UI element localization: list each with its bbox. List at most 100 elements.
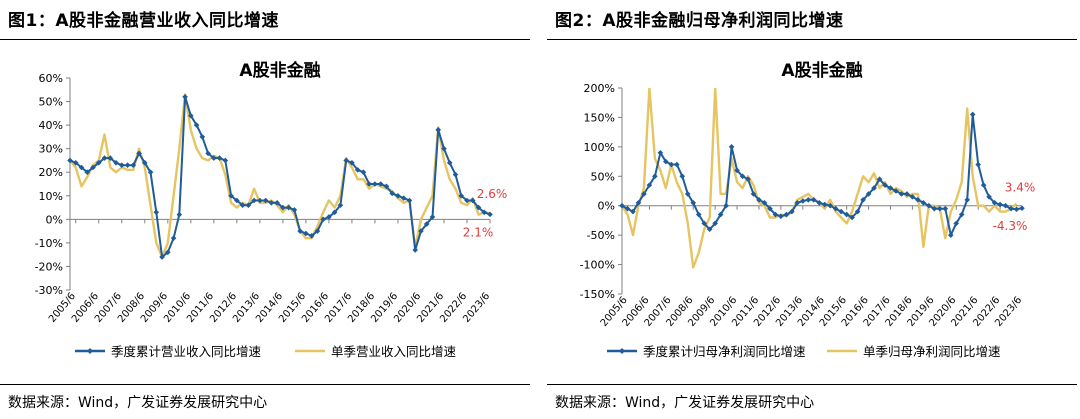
data-point (947, 232, 954, 238)
title-rule (0, 39, 530, 40)
value-annotation: -4.3% (993, 219, 1028, 233)
data-point (745, 176, 751, 183)
data-point (170, 235, 177, 241)
data-point (816, 199, 823, 206)
data-point (800, 198, 806, 204)
data-point (354, 167, 361, 173)
value-annotation: 3.4% (1005, 181, 1036, 195)
data-point (389, 190, 395, 197)
data-point (176, 211, 183, 218)
data-point (291, 207, 298, 213)
data-point (641, 191, 647, 197)
data-point (991, 199, 998, 206)
data-point (245, 202, 252, 208)
data-point (997, 201, 1003, 208)
chart-title: A股非金融 (239, 60, 320, 81)
data-point (832, 205, 839, 212)
legend-label: 单季营业收入同比增速 (331, 344, 457, 359)
value-annotation: 2.1% (463, 225, 494, 239)
y-tick-label: -30% (35, 284, 63, 297)
y-tick-label: 100% (584, 141, 615, 154)
y-tick-label: 0% (46, 213, 63, 226)
data-point (400, 195, 407, 201)
y-tick-label: -20% (35, 260, 63, 273)
data-point (481, 209, 488, 216)
data-point (118, 162, 125, 168)
y-tick-label: 40% (39, 119, 63, 132)
data-point (222, 157, 229, 164)
data-point (810, 197, 817, 203)
title-rule (547, 39, 1077, 40)
data-point (783, 211, 790, 218)
data-point (871, 185, 877, 191)
data-point (860, 197, 866, 203)
data-point (153, 209, 160, 216)
data-point (469, 197, 476, 204)
chart-title: A股非金融 (781, 60, 862, 81)
revenue-growth-chart: A股非金融-30%-20%-10%0%10%20%30%40%50%60%200… (35, 60, 508, 359)
data-point (865, 191, 872, 197)
y-tick-label: 0% (598, 200, 615, 213)
data-point (657, 149, 664, 156)
data-point (464, 197, 470, 204)
y-tick-label: -150% (580, 288, 615, 301)
data-point (778, 213, 784, 220)
data-point (728, 144, 735, 150)
data-point (205, 150, 211, 157)
data-point (303, 230, 309, 237)
y-tick-label: 50% (591, 170, 615, 183)
data-point (646, 182, 653, 188)
data-point (964, 197, 971, 203)
data-point (84, 169, 91, 176)
value-annotation: 2.6% (477, 187, 508, 201)
data-point (827, 202, 834, 209)
figure-panel-revenue: 图1：A股非金融营业收入同比增速 A股非金融 -30% -20% -10% 0% 10% 2… (0, 0, 530, 419)
data-point (308, 233, 315, 239)
data-point (876, 176, 883, 183)
y-tick-label: 20% (39, 166, 63, 179)
legend-label: 季度累计营业收入同比增速 (111, 344, 262, 359)
data-point (942, 205, 949, 212)
legend-marker (619, 348, 625, 354)
data-point (794, 199, 801, 206)
data-point (893, 188, 899, 194)
data-point (904, 191, 910, 197)
data-point (297, 228, 303, 234)
data-point (188, 112, 194, 119)
legend-marker (87, 348, 93, 354)
data-point (360, 169, 367, 176)
data-point (624, 205, 631, 212)
y-tick-label: 150% (584, 111, 615, 124)
data-point (1013, 206, 1020, 213)
data-point (136, 150, 142, 157)
data-point (805, 197, 812, 203)
data-point (920, 199, 927, 206)
data-point (690, 199, 697, 206)
y-tick-label: 10% (39, 190, 63, 203)
data-point (986, 194, 992, 200)
data-point (285, 204, 292, 211)
data-point (663, 158, 669, 165)
data-point (630, 208, 636, 215)
y-tick-label: 60% (39, 72, 63, 85)
data-point (789, 208, 795, 215)
data-point (882, 182, 888, 188)
y-tick-label: -10% (35, 237, 63, 250)
data-point (90, 164, 96, 171)
source-rule (0, 384, 530, 385)
figure-title: 图1：A股非金融营业收入同比增速 (8, 11, 279, 31)
data-point (723, 202, 729, 209)
data-point (712, 220, 718, 227)
data-point (395, 192, 401, 199)
data-point (280, 204, 286, 211)
data-point (251, 197, 257, 204)
data-point (199, 134, 206, 140)
data-point (849, 214, 855, 221)
data-point (980, 182, 987, 188)
data-point (887, 185, 894, 191)
data-point (331, 209, 338, 216)
data-point (257, 197, 263, 204)
data-point (124, 162, 131, 168)
data-point (320, 216, 326, 223)
data-point (487, 211, 493, 218)
